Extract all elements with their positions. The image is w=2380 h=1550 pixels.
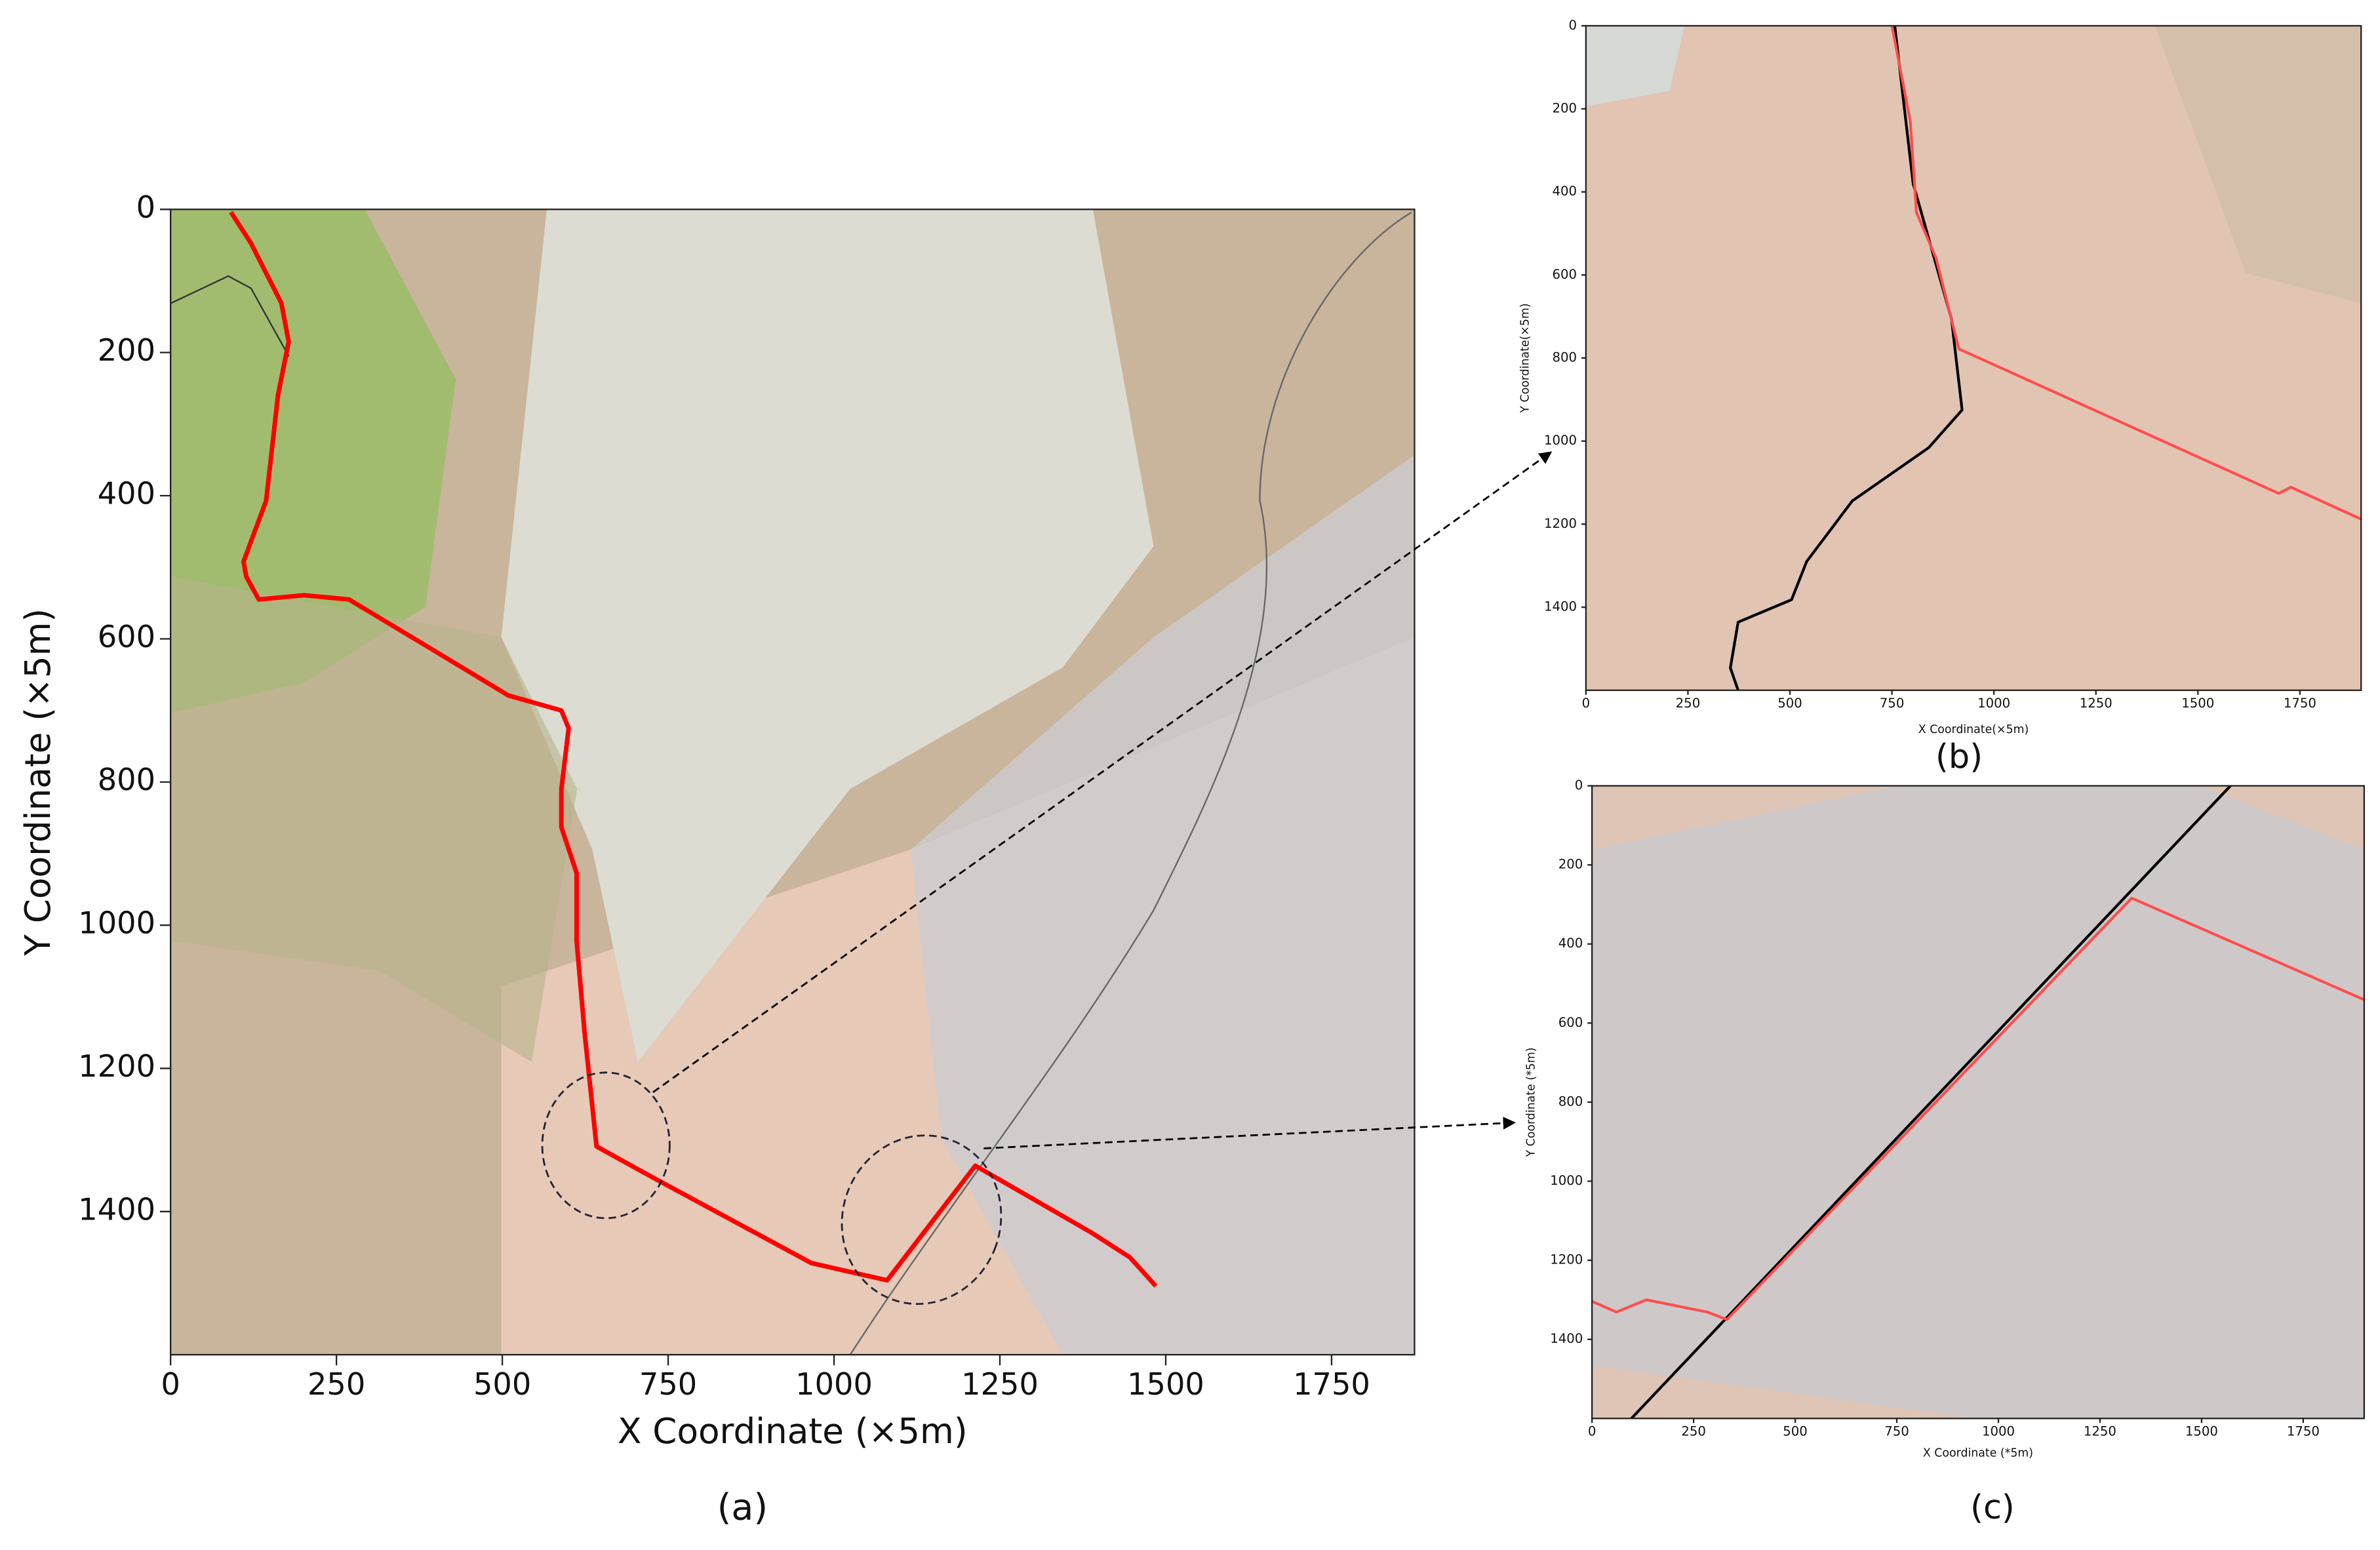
y-tick-label: 1200 xyxy=(1544,516,1577,531)
x-tick-label: 750 xyxy=(1884,1423,1909,1439)
x-tick-label: 500 xyxy=(473,1366,531,1402)
x-tick-label: 250 xyxy=(307,1366,365,1402)
x-tick-label: 750 xyxy=(639,1366,697,1402)
x-axis-label: X Coordinate (*5m) xyxy=(1923,1447,2033,1460)
map-a-background xyxy=(170,209,1415,1355)
y-tick-label: 800 xyxy=(1558,1094,1583,1109)
map-b-background xyxy=(1585,26,2362,690)
panel-caption: (b) xyxy=(1935,738,1983,776)
y-tick-label: 1400 xyxy=(1544,599,1577,614)
y-tick-label: 200 xyxy=(1558,857,1583,872)
y-tick-label: 1000 xyxy=(1544,433,1577,448)
y-tick-label: 800 xyxy=(98,762,155,797)
plot-lines xyxy=(229,210,1158,1288)
x-tick-label: 1000 xyxy=(1977,696,2010,711)
x-tick-label: 750 xyxy=(1880,696,1905,711)
x-tick-label: 0 xyxy=(161,1366,180,1402)
route-line xyxy=(1630,785,2232,1419)
y-tick-label: 200 xyxy=(1553,101,1577,116)
x-tick-label: 1500 xyxy=(2181,696,2214,711)
y-tick-label: 200 xyxy=(98,332,155,368)
x-tick-label: 250 xyxy=(1676,696,1701,711)
x-tick-label: 1750 xyxy=(2284,696,2316,711)
y-tick-label: 0 xyxy=(1569,18,1577,33)
x-tick-label: 0 xyxy=(1582,696,1591,711)
y-tick-label: 1200 xyxy=(1550,1252,1583,1267)
y-tick-label: 400 xyxy=(1558,936,1583,951)
x-tick-label: 1000 xyxy=(795,1366,873,1402)
y-tick-label: 0 xyxy=(1575,778,1583,793)
plot-lines xyxy=(1592,785,2364,1419)
x-tick-label: 1000 xyxy=(1982,1423,2015,1439)
x-tick-label: 1250 xyxy=(961,1366,1039,1402)
x-tick-label: 1500 xyxy=(2185,1423,2218,1439)
zoom-callouts xyxy=(541,451,1553,1305)
x-axis-label: X Coordinate (×5m) xyxy=(618,1411,968,1452)
x-tick-label: 500 xyxy=(1783,1423,1808,1439)
plot-lines xyxy=(1729,26,2362,690)
plots: 0 250 500 750 1000 1250 1500 1750 0 200 400 600 800 1… xyxy=(18,18,2365,1528)
y-tick-label: 800 xyxy=(1553,350,1577,365)
y-tick-label: 400 xyxy=(1553,184,1577,199)
x-tick-label: 1500 xyxy=(1127,1366,1204,1402)
y-tick-label: 1000 xyxy=(78,905,155,941)
y-tick-label: 0 xyxy=(136,189,155,225)
y-tick-label: 1000 xyxy=(1550,1173,1583,1188)
route-line xyxy=(229,210,1158,1288)
x-tick-label: 250 xyxy=(1681,1423,1706,1439)
x-axis-label: X Coordinate(×5m) xyxy=(1918,723,2029,736)
y-axis-label: Y Coordinate(×5m) xyxy=(1518,303,1532,413)
panel-caption: (c) xyxy=(1970,1488,2015,1527)
map-c-background xyxy=(1592,785,2364,1419)
plot-frame xyxy=(170,209,1416,1356)
x-tick-label: 0 xyxy=(1588,1423,1597,1439)
x-tick-label: 1250 xyxy=(2084,1423,2116,1439)
route-line xyxy=(1890,26,2362,521)
y-tick-label: 400 xyxy=(98,476,155,511)
x-tick-label: 1750 xyxy=(1293,1366,1370,1402)
panel-caption: (a) xyxy=(717,1486,768,1528)
y-tick-label: 1400 xyxy=(1550,1331,1583,1346)
route-line xyxy=(1592,896,2364,1321)
y-tick-label: 1400 xyxy=(78,1191,155,1227)
y-tick-label: 600 xyxy=(98,619,155,654)
y-tick-label: 600 xyxy=(1558,1015,1583,1030)
y-axis-label: Y Coordinate (×5m) xyxy=(18,608,58,957)
y-axis-label: Y Coordinate (*5m) xyxy=(1525,1047,1538,1157)
x-tick-label: 500 xyxy=(1777,696,1802,711)
y-tick-label: 1200 xyxy=(78,1048,155,1084)
x-tick-label: 1750 xyxy=(2287,1423,2320,1439)
y-tick-label: 600 xyxy=(1553,267,1577,282)
x-tick-label: 1250 xyxy=(2080,696,2112,711)
